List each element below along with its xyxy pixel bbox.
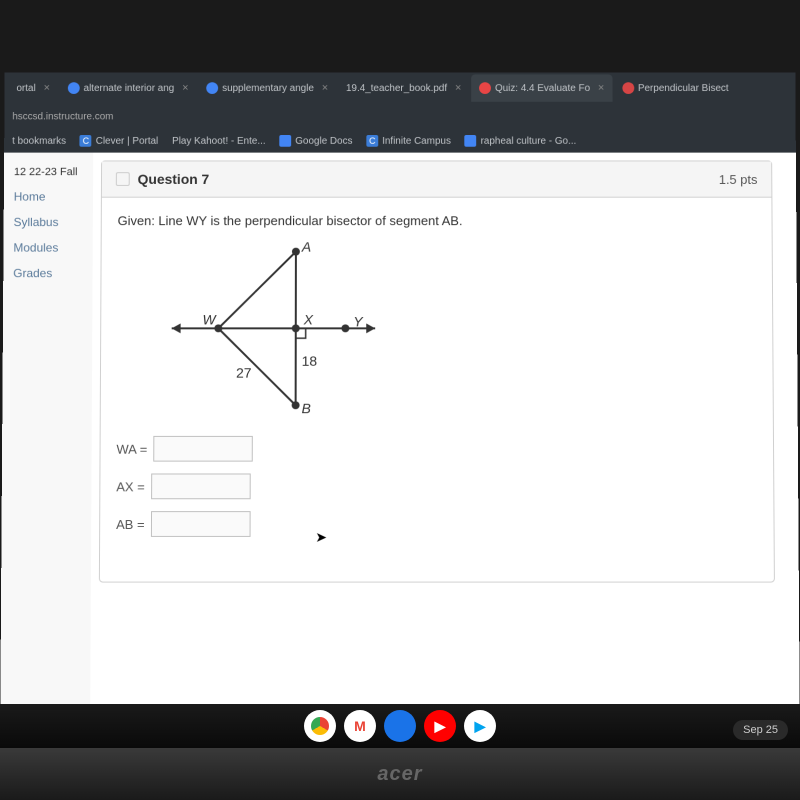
clever-icon: C xyxy=(80,135,92,147)
bookmark-item[interactable]: rapheal culture - Go... xyxy=(465,135,577,147)
gmail-icon[interactable]: M xyxy=(344,710,376,742)
label-b: B xyxy=(302,400,311,416)
youtube-icon[interactable]: ▶ xyxy=(424,710,456,742)
google-icon xyxy=(465,135,477,147)
url-bar[interactable]: hsccsd.instructure.com xyxy=(4,104,795,129)
bookmarks-bar: t bookmarks C Clever | Portal Play Kahoot… xyxy=(4,129,796,152)
bookmark-label: t bookmarks xyxy=(12,135,66,146)
answer-input-ab[interactable] xyxy=(150,511,250,537)
tab-supplementary[interactable]: supplementary angle × xyxy=(198,74,336,101)
files-icon[interactable] xyxy=(384,710,416,742)
sidebar-item-syllabus[interactable]: Syllabus xyxy=(4,209,93,235)
url-text: hsccsd.instructure.com xyxy=(12,111,113,122)
bookmark-item[interactable]: Google Docs xyxy=(279,135,352,147)
label-27: 27 xyxy=(236,365,252,381)
question-number: Question 7 xyxy=(138,171,210,187)
answer-input-ax[interactable] xyxy=(151,473,251,499)
label-x: X xyxy=(303,312,314,328)
bookmark-item[interactable]: t bookmarks xyxy=(12,135,66,146)
answer-wa: WA = xyxy=(116,436,757,462)
tab-label: supplementary angle xyxy=(222,83,314,94)
tab-label: ortal xyxy=(16,83,35,94)
chrome-os-shelf: M ▶ ▶ Sep 25 xyxy=(0,704,800,748)
course-sidebar: 12 22-23 Fall Home Syllabus Modules Grad… xyxy=(0,153,93,748)
docs-icon xyxy=(279,135,291,147)
laptop-bezel: acer xyxy=(0,748,800,800)
close-icon[interactable]: × xyxy=(44,82,50,94)
course-title[interactable]: 12 22-23 Fall xyxy=(4,160,93,184)
bookmark-label: Clever | Portal xyxy=(96,135,159,146)
play-icon[interactable]: ▶ xyxy=(464,710,496,742)
answer-label: WA = xyxy=(116,441,147,456)
bookmark-item[interactable]: Play Kahoot! - Ente... xyxy=(172,135,266,146)
site-icon xyxy=(622,82,634,94)
bookmark-item[interactable]: C Infinite Campus xyxy=(366,135,451,147)
label-y: Y xyxy=(353,314,364,330)
main-content: Question 7 1.5 pts Given: Line WY is the… xyxy=(90,153,800,748)
brand-logo: acer xyxy=(377,763,422,786)
close-icon[interactable]: × xyxy=(322,82,328,94)
tab-portal[interactable]: ortal × xyxy=(8,74,57,101)
cursor-icon: ➤ xyxy=(315,529,800,546)
tab-label: 19.4_teacher_book.pdf xyxy=(346,83,447,94)
tab-perpendicular[interactable]: Perpendicular Bisect xyxy=(614,74,736,101)
page-content: 12 22-23 Fall Home Syllabus Modules Grad… xyxy=(0,153,800,748)
question-header: Question 7 1.5 pts xyxy=(102,161,772,197)
question-given: Given: Line WY is the perpendicular bise… xyxy=(118,213,756,228)
bookmark-label: rapheal culture - Go... xyxy=(481,135,577,146)
bookmark-label: Play Kahoot! - Ente... xyxy=(172,135,266,146)
campus-icon: C xyxy=(366,135,378,147)
shelf-date[interactable]: Sep 25 xyxy=(733,720,788,740)
screen: ortal × alternate interior ang × supplemen… xyxy=(0,72,800,748)
google-icon xyxy=(206,82,218,94)
question-points: 1.5 pts xyxy=(719,172,758,187)
close-icon[interactable]: × xyxy=(598,82,604,94)
sidebar-item-home[interactable]: Home xyxy=(4,184,93,209)
answer-label: AB = xyxy=(116,517,145,532)
close-icon[interactable]: × xyxy=(182,82,188,94)
geometry-diagram: A B W X Y 27 18 xyxy=(166,240,757,420)
chrome-icon[interactable] xyxy=(304,710,336,742)
sidebar-item-grades[interactable]: Grades xyxy=(3,260,92,286)
tab-alternate[interactable]: alternate interior ang × xyxy=(60,74,197,101)
question-card: Question 7 1.5 pts Given: Line WY is the… xyxy=(99,160,775,582)
tab-label: alternate interior ang xyxy=(84,83,175,94)
tab-pdf[interactable]: 19.4_teacher_book.pdf × xyxy=(338,74,469,101)
tab-strip: ortal × alternate interior ang × supplemen… xyxy=(4,72,795,103)
bookmark-label: Google Docs xyxy=(295,135,352,146)
close-icon[interactable]: × xyxy=(455,82,461,94)
label-18: 18 xyxy=(302,353,318,369)
label-w: W xyxy=(202,312,217,328)
answer-ax: AX = xyxy=(116,473,757,499)
bookmark-item[interactable]: C Clever | Portal xyxy=(80,135,158,147)
sidebar-item-modules[interactable]: Modules xyxy=(3,235,92,261)
bookmark-label: Infinite Campus xyxy=(382,135,451,146)
flag-icon[interactable] xyxy=(116,172,130,186)
tab-label: Perpendicular Bisect xyxy=(638,83,729,94)
question-title: Question 7 xyxy=(116,171,209,187)
browser-chrome: ortal × alternate interior ang × supplemen… xyxy=(4,72,795,129)
tab-quiz[interactable]: Quiz: 4.4 Evaluate Fo × xyxy=(471,74,612,101)
tab-label: Quiz: 4.4 Evaluate Fo xyxy=(495,83,590,94)
answer-input-wa[interactable] xyxy=(153,436,253,462)
answer-label: AX = xyxy=(116,479,144,494)
canvas-icon xyxy=(479,82,491,94)
label-a: A xyxy=(301,240,311,255)
question-body: Given: Line WY is the perpendicular bise… xyxy=(100,198,774,582)
google-icon xyxy=(68,82,80,94)
